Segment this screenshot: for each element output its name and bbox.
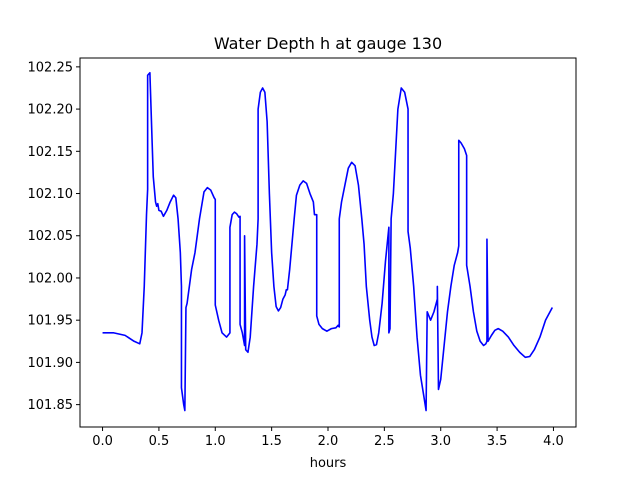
x-tick-label: 4.0 xyxy=(543,434,564,449)
y-tick-label: 101.95 xyxy=(28,314,74,329)
x-tick-label: 2.5 xyxy=(374,434,395,449)
x-tick-label: 1.5 xyxy=(261,434,282,449)
y-tick-label: 102.00 xyxy=(28,271,74,286)
x-axis-label: hours xyxy=(310,456,347,471)
chart-title: Water Depth h at gauge 130 xyxy=(214,34,442,53)
plot-area xyxy=(102,71,554,412)
x-tick-label: 0.0 xyxy=(92,434,113,449)
y-tick-label: 102.05 xyxy=(28,229,74,244)
y-tick-label: 101.85 xyxy=(28,398,74,413)
y-tick-label: 102.10 xyxy=(28,187,74,202)
x-tick-label: 2.0 xyxy=(318,434,339,449)
series-line xyxy=(102,71,554,412)
x-tick-label: 1.0 xyxy=(205,434,226,449)
x-tick-label: 3.5 xyxy=(487,434,508,449)
y-axis-ticks: 101.85 101.90 101.95 102.00 102.05 102.10 102.… xyxy=(28,60,80,413)
y-tick-label: 101.90 xyxy=(28,356,74,371)
axes-frame xyxy=(79,57,577,428)
x-tick-label: 0.5 xyxy=(149,434,170,449)
y-tick-label: 102.15 xyxy=(28,145,74,160)
x-axis-ticks: 0.0 0.5 1.0 1.5 2.0 2.5 3.0 3.5 4.0 xyxy=(92,427,564,449)
x-tick-label: 3.0 xyxy=(430,434,451,449)
y-tick-label: 102.25 xyxy=(28,60,74,75)
y-tick-label: 102.20 xyxy=(28,103,74,118)
